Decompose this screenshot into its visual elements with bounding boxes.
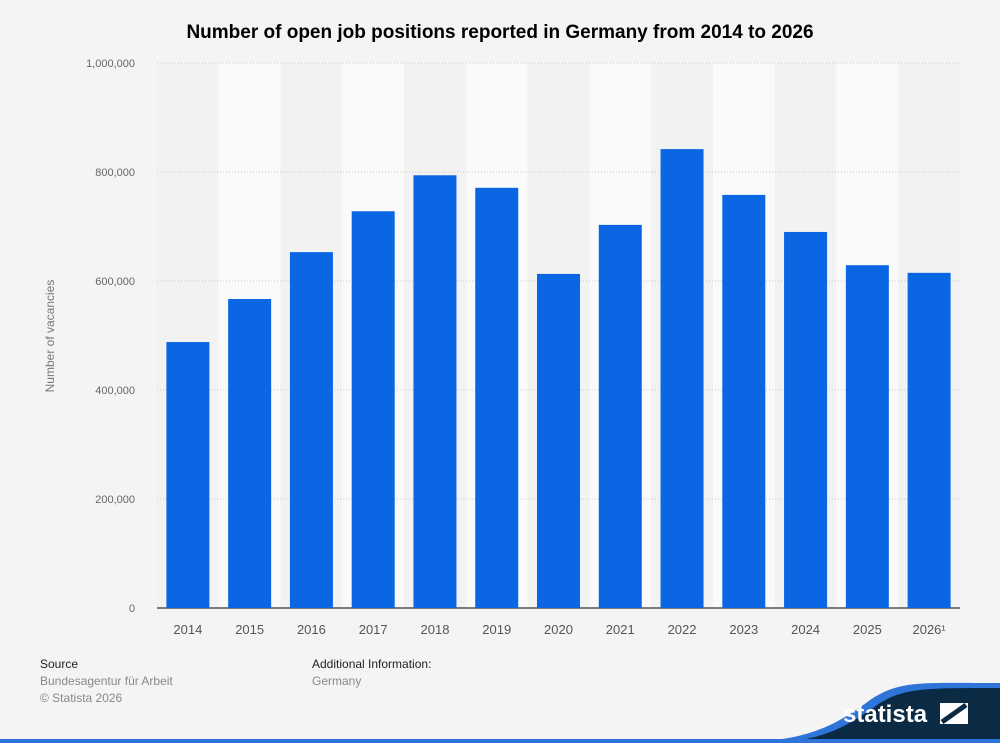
bar-2018[interactable]	[413, 175, 457, 608]
x-tick-label: 2016	[297, 622, 326, 637]
source-block: Source Bundesagentur für Arbeit © Statis…	[40, 656, 173, 707]
copyright: © Statista 2026	[40, 691, 123, 705]
x-tick-label: 2026¹	[912, 622, 946, 637]
x-tick-label: 2017	[359, 622, 388, 637]
source-text: Bundesagentur für Arbeit	[40, 674, 173, 688]
y-tick-label: 600,000	[95, 276, 135, 288]
additional-info-text: Germany	[312, 674, 362, 688]
additional-info-block: Additional Information: Germany	[312, 656, 431, 690]
bar-2014[interactable]	[166, 342, 210, 608]
x-tick-label: 2025	[853, 622, 882, 637]
bar-2023[interactable]	[722, 194, 766, 608]
y-tick-label: 800,000	[95, 167, 135, 179]
bar-2020[interactable]	[537, 273, 580, 608]
source-label: Source	[40, 657, 79, 671]
x-tick-label: 2024	[791, 622, 820, 637]
y-tick-label: 1,000,000	[86, 58, 135, 70]
x-tick-label: 2018	[421, 622, 450, 637]
x-tick-label: 2019	[482, 622, 511, 637]
y-tick-label: 0	[129, 603, 135, 615]
additional-info-label: Additional Information:	[312, 657, 432, 671]
bar-2017[interactable]	[351, 211, 395, 609]
x-tick-label: 2020	[544, 622, 573, 637]
bar-2026¹[interactable]	[907, 272, 951, 608]
x-tick-label: 2023	[729, 622, 758, 637]
bar-2024[interactable]	[784, 231, 828, 608]
bar-2025[interactable]	[845, 265, 889, 608]
x-tick-label: 2022	[668, 622, 697, 637]
x-tick-label: 2015	[235, 622, 264, 637]
bar-2015[interactable]	[228, 298, 272, 608]
statista-logo: statista	[0, 682, 1000, 743]
svg-text:statista: statista	[843, 701, 928, 728]
bar-2019[interactable]	[475, 187, 519, 608]
bar-2021[interactable]	[598, 224, 642, 609]
y-tick-label: 200,000	[95, 494, 135, 506]
x-tick-label: 2021	[606, 622, 635, 637]
bar-2016[interactable]	[289, 252, 333, 609]
x-tick-label: 2014	[173, 622, 202, 637]
y-axis-label: Number of vacancies	[43, 280, 57, 393]
y-tick-label: 400,000	[95, 385, 135, 397]
chart-title: Number of open job positions reported in…	[186, 22, 814, 43]
bar-2022[interactable]	[660, 149, 704, 609]
